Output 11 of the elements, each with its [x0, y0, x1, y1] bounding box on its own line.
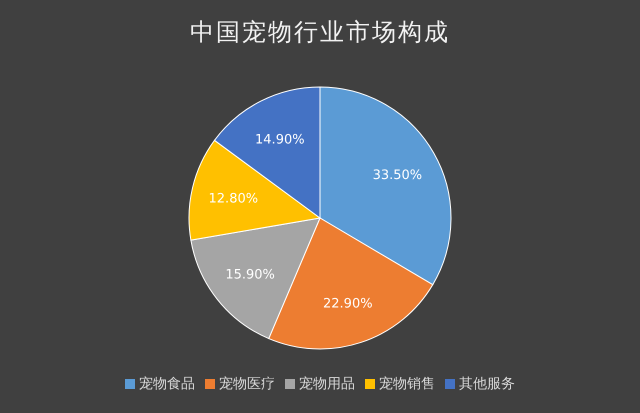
legend-label: 宠物销售 [379, 376, 435, 392]
legend-label: 其他服务 [459, 376, 515, 392]
legend-label: 宠物医疗 [219, 376, 275, 392]
data-label: 22.90% [323, 296, 373, 312]
chart-title: 中国宠物行业市场构成 [190, 18, 450, 46]
data-label: 12.80% [208, 191, 258, 206]
legend-label: 宠物食品 [139, 376, 195, 392]
data-label: 15.90% [225, 267, 275, 282]
data-label: 14.90% [255, 132, 305, 148]
legend-label: 宠物用品 [299, 376, 355, 392]
data-label: 33.50% [372, 168, 422, 183]
